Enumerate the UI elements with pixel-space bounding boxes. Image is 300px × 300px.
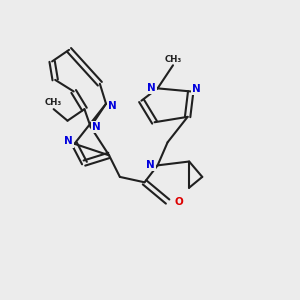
Text: N: N	[146, 160, 155, 170]
Text: N: N	[64, 136, 73, 146]
Text: O: O	[174, 196, 183, 206]
Text: N: N	[108, 101, 116, 111]
Text: N: N	[92, 122, 101, 132]
Text: CH₃: CH₃	[45, 98, 62, 107]
Text: N: N	[147, 83, 156, 93]
Text: CH₃: CH₃	[164, 55, 182, 64]
Text: N: N	[193, 84, 201, 94]
